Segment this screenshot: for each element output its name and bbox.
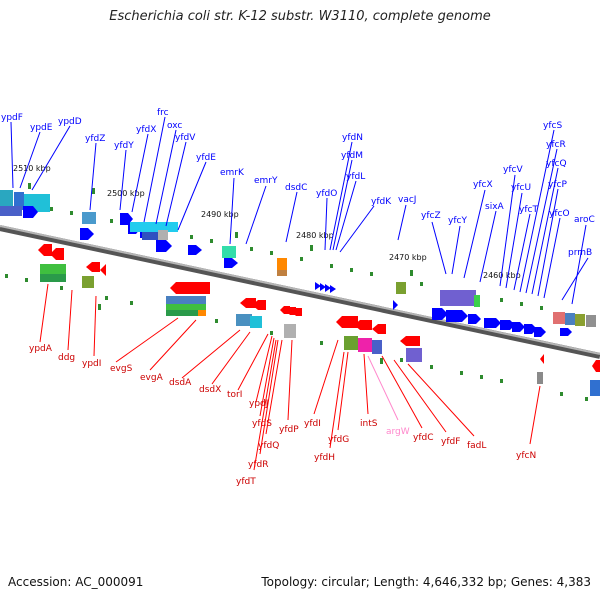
- gene-label: yfdK: [371, 197, 392, 207]
- forward-features: [0, 190, 596, 337]
- scale-label: 2510 kbp: [13, 164, 51, 173]
- gene-label: yfdC: [413, 433, 434, 443]
- gene-label: yfdF: [441, 437, 460, 447]
- gene-label: vacJ: [398, 195, 416, 205]
- gene-label: prmB: [568, 248, 592, 258]
- gene-label: dsdA: [169, 378, 192, 388]
- gene-label: ypdF: [1, 113, 23, 123]
- gene-label: yfdH: [314, 453, 335, 463]
- topology-summary: Topology: circular; Length: 4,646,332 bp…: [261, 575, 591, 589]
- gene-label: ypdI: [82, 359, 101, 369]
- gene-label: torI: [227, 390, 242, 400]
- gene-label: intS: [360, 419, 378, 429]
- gene-label: emrY: [254, 176, 278, 186]
- gene-label: frc: [157, 108, 169, 118]
- scale-label: 2480 kbp: [296, 231, 334, 240]
- gene-label: ypdD: [58, 117, 82, 127]
- gene-label: yfcN: [516, 451, 536, 461]
- gene-label: argW: [386, 427, 410, 437]
- gene-label: yfdZ: [85, 134, 105, 144]
- gene-label: yfdX: [136, 125, 156, 135]
- forward-gene-labels: ypdF ypdE ypdD yfdZ yfdX frc oxc yfdY yf…: [1, 108, 595, 305]
- gene-label: sixA: [485, 202, 505, 212]
- reverse-features: [38, 244, 600, 396]
- gene-label: yfcO: [549, 209, 570, 219]
- scale-label: 2470 kbp: [389, 253, 427, 262]
- gene-label: dsdX: [199, 385, 221, 395]
- gene-label: ypdE: [30, 123, 53, 133]
- gene-label: yfdP: [279, 425, 299, 435]
- gene-label: evgS: [110, 364, 133, 374]
- gene-label: yfdM: [341, 151, 363, 161]
- gene-label: yfdG: [328, 435, 349, 445]
- gene-label: yfdT: [236, 477, 256, 487]
- gene-label: aroC: [574, 215, 595, 225]
- scale-label: 2500 kbp: [107, 189, 145, 198]
- gene-label: yfcQ: [546, 159, 567, 169]
- genome-backbone: [0, 225, 600, 359]
- genome-title: Escherichia coli str. K-12 substr. W3110…: [109, 9, 491, 24]
- gene-label: fadL: [467, 441, 486, 451]
- gene-label: evgA: [140, 373, 164, 383]
- gene-label: yfdN: [342, 133, 363, 143]
- gene-label: ypdJ: [249, 399, 268, 409]
- gene-label: yfcU: [511, 183, 531, 193]
- gene-label: yfdR: [248, 460, 268, 470]
- gene-label: yfcV: [503, 165, 523, 175]
- gene-label: yfdE: [196, 153, 216, 163]
- scale-label: 2490 kbp: [201, 210, 239, 219]
- gene-label: yfdQ: [258, 441, 279, 451]
- gene-label: yfcT: [519, 205, 538, 215]
- gene-label: yfdO: [316, 189, 337, 199]
- gene-label: yfcZ: [421, 211, 441, 221]
- gene-label: yfdI: [304, 419, 321, 429]
- gene-label: yfdY: [114, 141, 134, 151]
- gene-label: yfcY: [448, 216, 467, 226]
- gene-label: yfcP: [548, 180, 567, 190]
- gene-label: ddg: [58, 353, 75, 363]
- gene-label: oxc: [167, 121, 182, 131]
- gene-label: yfcR: [546, 140, 566, 150]
- gene-label: dsdC: [285, 183, 307, 193]
- gene-label: yfcS: [543, 121, 562, 131]
- gene-label: yfcX: [473, 180, 493, 190]
- gene-label: ypdA: [29, 344, 53, 354]
- reverse-gene-labels: ypdA ddg ypdI evgS evgA dsdA dsdX torI y…: [29, 283, 541, 487]
- reverse-tick-row: [5, 274, 588, 401]
- accession-text: Accession: AC_000091: [8, 575, 144, 589]
- gene-label: emrK: [220, 168, 245, 178]
- gene-label: yfdL: [346, 172, 365, 182]
- gene-label: yfdV: [175, 133, 196, 143]
